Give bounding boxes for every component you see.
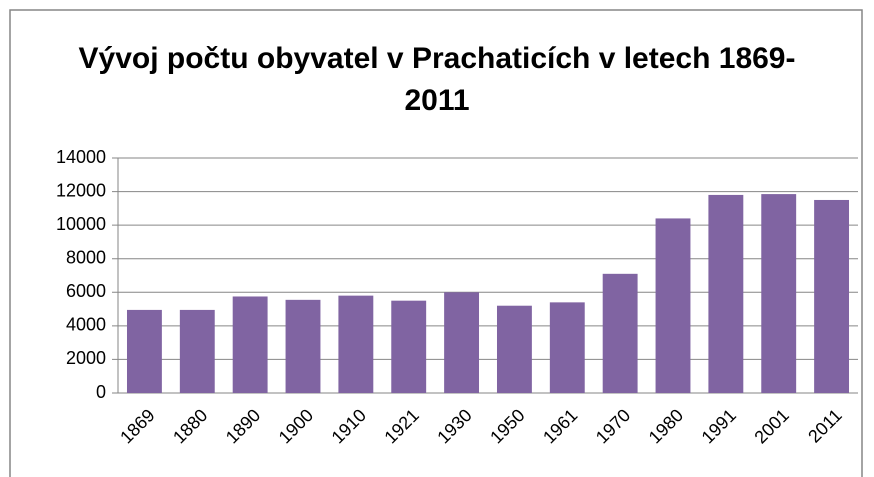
chart-title: Vývoj počtu obyvatel v Prachaticích v le… [78, 42, 796, 117]
y-tick-label: 0 [96, 382, 106, 402]
bar [179, 309, 215, 393]
bar [338, 295, 374, 393]
y-tick-label: 8000 [66, 247, 106, 267]
x-tick-label: 1890 [222, 405, 264, 447]
chart-frame [9, 9, 863, 477]
bar [232, 296, 268, 393]
bar [602, 273, 638, 393]
x-tick-label: 1900 [275, 405, 317, 447]
y-tick-label: 14000 [56, 147, 106, 167]
x-tick-label: 2011 [804, 405, 846, 447]
x-tick-label: 1991 [698, 405, 740, 447]
bar [708, 194, 744, 393]
y-tick-label: 12000 [56, 180, 106, 200]
x-tick-label: 1950 [486, 405, 528, 447]
bar [391, 300, 427, 393]
bar [655, 218, 691, 393]
bar [549, 302, 585, 393]
y-tick-label: 6000 [66, 281, 106, 301]
x-tick-label: 1869 [116, 405, 158, 447]
x-tick-label: 1961 [539, 405, 581, 447]
x-tick-label: 1921 [380, 405, 422, 447]
x-tick-label: 1930 [433, 405, 475, 447]
x-tick-label: 2001 [750, 405, 792, 447]
bar [814, 199, 850, 393]
y-tick-label: 10000 [56, 214, 106, 234]
bar [761, 194, 797, 393]
bar [444, 292, 480, 393]
x-tick-label: 1970 [592, 405, 634, 447]
x-tick-label: 1880 [169, 405, 211, 447]
y-tick-label: 4000 [66, 315, 106, 335]
y-tick-label: 2000 [66, 348, 106, 368]
x-tick-label: 1910 [328, 405, 370, 447]
x-tick-label: 1980 [645, 405, 687, 447]
bar [126, 309, 162, 393]
bar [496, 305, 532, 393]
bar [285, 299, 321, 393]
